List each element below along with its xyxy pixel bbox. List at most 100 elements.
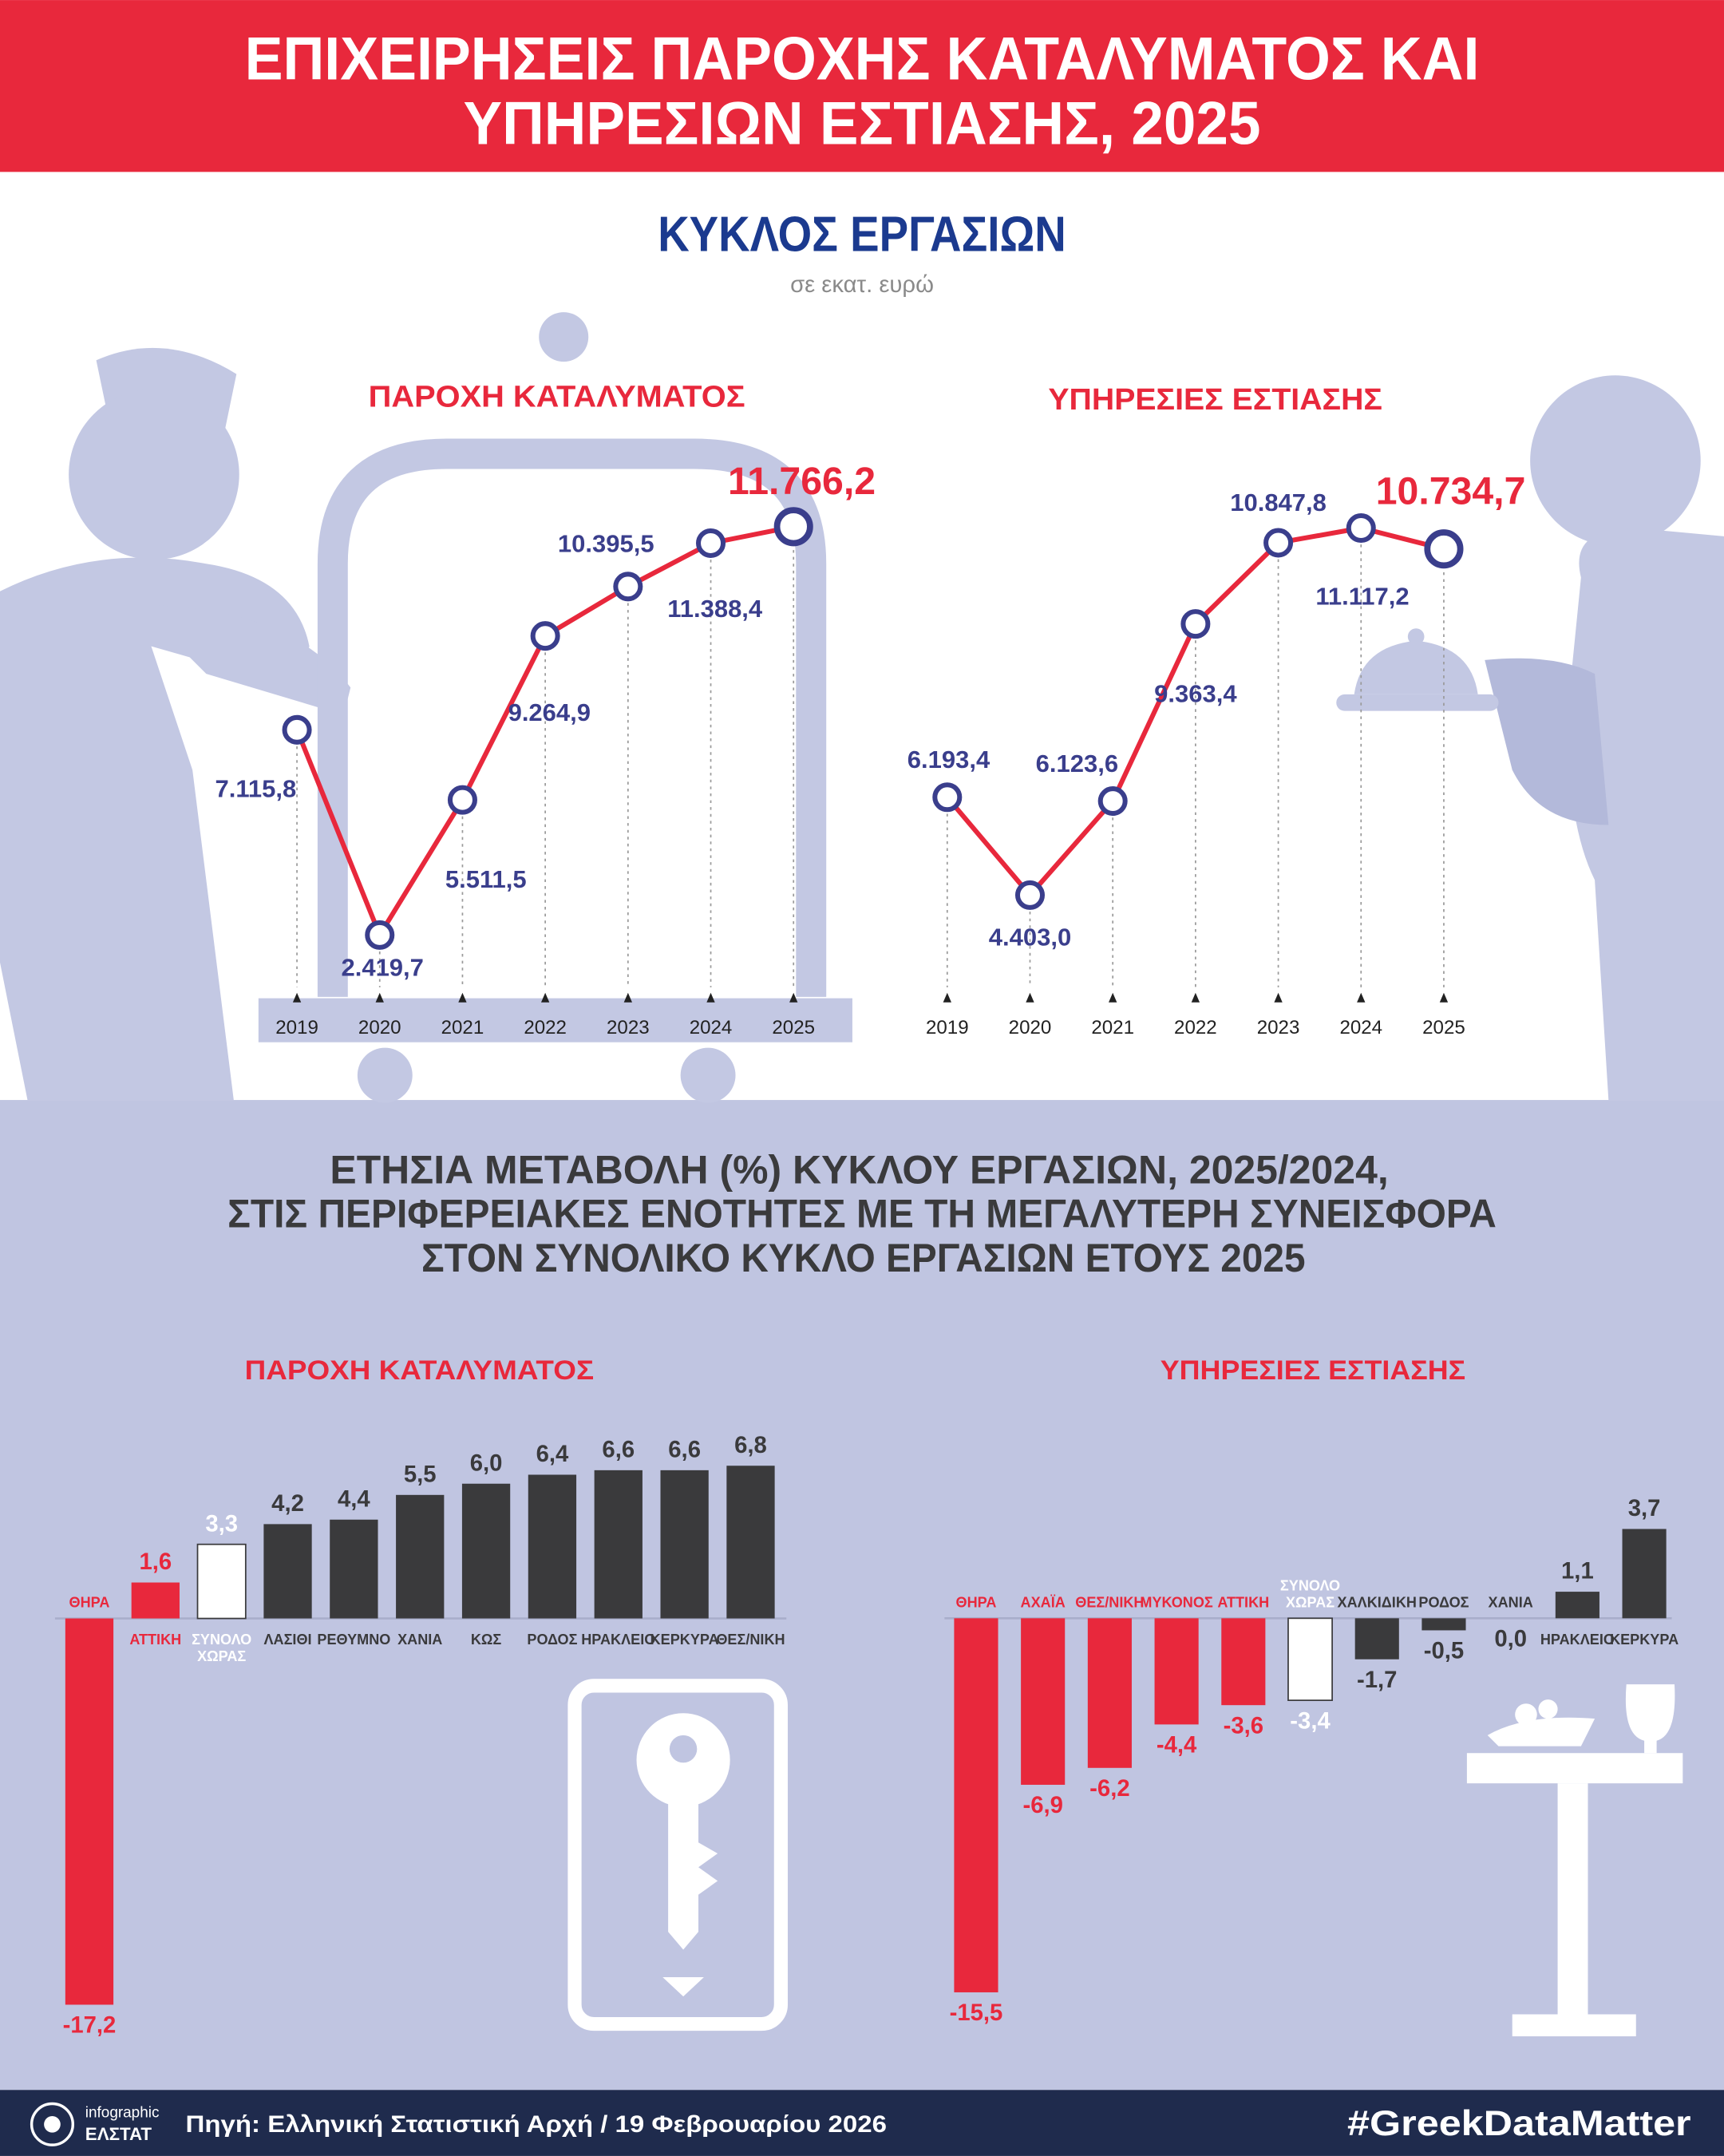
x-tick-label: 2020 (1009, 1017, 1052, 1038)
bar (1555, 1592, 1599, 1619)
logo-text: ΕΛΣΤΑΤ (85, 2124, 152, 2144)
category-label: ΜΥΚΟΝΟΣ (1140, 1594, 1213, 1610)
chart-title: ΥΠΗΡΕΣΙΕΣ ΕΣΤΙΑΣΗΣ (1048, 383, 1382, 417)
x-tick (1274, 992, 1283, 1003)
x-tick (1357, 992, 1366, 1003)
x-tick-label: 2024 (690, 1017, 733, 1038)
category-label: ΧΑΝΙΑ (1489, 1594, 1533, 1610)
waiter-illustration (1336, 375, 1724, 1101)
point (1180, 609, 1211, 639)
bellhop-illustration (0, 347, 351, 1101)
logo-text: infographic (85, 2105, 160, 2122)
data-label: 6.193,4 (907, 746, 991, 773)
data-label: 2.419,7 (341, 954, 423, 982)
data-label: 4,4 (338, 1485, 370, 1512)
data-label: 6.123,6 (1036, 750, 1118, 777)
x-tick (292, 992, 302, 1003)
header-title: ΕΠΙΧΕΙΡΗΣΕΙΣ ΠΑΡΟΧΗΣ ΚΑΤΑΛΥΜΑΤΟΣ ΚΑΙ (245, 25, 1480, 93)
bar (196, 1543, 247, 1620)
footer-band (0, 2090, 1724, 2156)
x-tick (1109, 992, 1117, 1003)
data-label: 6,6 (668, 1436, 701, 1462)
category-label: ΧΑΝΙΑ (397, 1632, 442, 1648)
data-label: 0,0 (1494, 1626, 1527, 1652)
x-tick (1439, 992, 1449, 1003)
data-label: 4,2 (271, 1490, 304, 1517)
point (613, 572, 643, 602)
x-tick-label: 2023 (1257, 1017, 1300, 1038)
bar (1287, 1617, 1333, 1701)
section-subtitle: σε εκατ. ευρώ (790, 271, 934, 298)
bar (396, 1494, 445, 1619)
bar (1622, 1529, 1667, 1619)
data-label: 11.766,2 (728, 460, 876, 503)
category-label: ΑΧΑΪΑ (1021, 1594, 1066, 1610)
x-tick (540, 992, 550, 1003)
data-label: -17,2 (63, 2012, 117, 2039)
data-label: -6,9 (1022, 1792, 1062, 1818)
bar (1354, 1618, 1399, 1660)
bar (1221, 1618, 1266, 1706)
data-label: 5,5 (404, 1461, 437, 1487)
source-note: Πηγή: Ελληνική Στατιστική Αρχή / 19 Φεβρ… (186, 2111, 887, 2138)
x-tick (943, 992, 951, 1003)
bar (660, 1470, 709, 1619)
section-title: ΣΤΟΝ ΣΥΝΟΛΙΚΟ ΚΥΚΛΟ ΕΡΓΑΣΙΩΝ ΕΤΟΥΣ 2025 (421, 1236, 1306, 1280)
chart-title: ΥΠΗΡΕΣΙΕΣ ΕΣΤΙΑΣΗΣ (1161, 1355, 1465, 1386)
section-title: ΣΤΙΣ ΠΕΡΙΦΕΡΕΙΑΚΕΣ ΕΝΟΤΗΤΕΣ ΜΕ ΤΗ ΜΕΓΑΛΥ… (227, 1192, 1497, 1236)
bar (263, 1524, 312, 1619)
x-tick (458, 992, 467, 1003)
data-label: 10.847,8 (1230, 489, 1327, 516)
bar (1154, 1618, 1199, 1725)
bar (330, 1519, 378, 1619)
x-tick-label: 2019 (275, 1017, 318, 1038)
data-label: -0,5 (1424, 1638, 1464, 1664)
data-label: -3,4 (1290, 1707, 1331, 1734)
data-label: 9.264,9 (508, 698, 591, 726)
category-label: ΘΗΡΑ (956, 1594, 997, 1610)
data-label: 6,6 (602, 1436, 635, 1462)
x-tick (1026, 992, 1034, 1003)
x-tick-label: 2022 (1174, 1017, 1217, 1038)
chart-title: ΠΑΡΟΧΗ ΚΑΤΑΛΥΜΑΤΟΣ (369, 381, 745, 414)
point (530, 621, 560, 651)
category-label: ΚΕΡΚΥΡΑ (1610, 1632, 1679, 1648)
point (773, 507, 813, 547)
point (1014, 880, 1046, 910)
bar (954, 1618, 998, 1992)
point (282, 714, 312, 745)
x-tick (706, 992, 715, 1003)
data-label: 6,4 (536, 1441, 569, 1467)
logo-mark (30, 2102, 75, 2146)
category-label: ΡΟΔΟΣ (1418, 1594, 1469, 1610)
category-label: ΚΩΣ (471, 1632, 502, 1648)
point (932, 782, 963, 813)
point (1424, 529, 1464, 569)
x-tick-label: 2025 (1422, 1017, 1465, 1038)
hashtag: #GreekDataMatter (1347, 2103, 1691, 2143)
header-band (0, 0, 1724, 172)
data-label: 4.403,0 (989, 924, 1071, 951)
x-tick-label: 2019 (926, 1017, 969, 1038)
point (447, 785, 477, 815)
bar (461, 1483, 511, 1619)
x-tick (789, 992, 798, 1003)
bar (65, 1618, 114, 2005)
point (1263, 528, 1294, 558)
category-label: ΗΡΑΚΛΕΙΟ (581, 1632, 655, 1648)
category-label: ΑΤΤΙΚΗ (129, 1632, 181, 1648)
x-tick-label: 2024 (1339, 1017, 1382, 1038)
data-label: 10.734,7 (1376, 470, 1526, 513)
data-label: 5.511,5 (445, 865, 527, 893)
data-label: 6,8 (734, 1432, 767, 1458)
data-label: 6,0 (470, 1450, 503, 1476)
category-label: ΣΥΝΟΛΟ ΧΩΡΑΣ (1280, 1578, 1340, 1611)
point (1097, 786, 1128, 817)
bar (528, 1474, 577, 1619)
x-tick-label: 2023 (607, 1017, 650, 1038)
data-label: 3,3 (205, 1510, 238, 1537)
data-label: -6,2 (1089, 1775, 1129, 1802)
x-tick (375, 992, 384, 1003)
x-tick-label: 2021 (1091, 1017, 1134, 1038)
